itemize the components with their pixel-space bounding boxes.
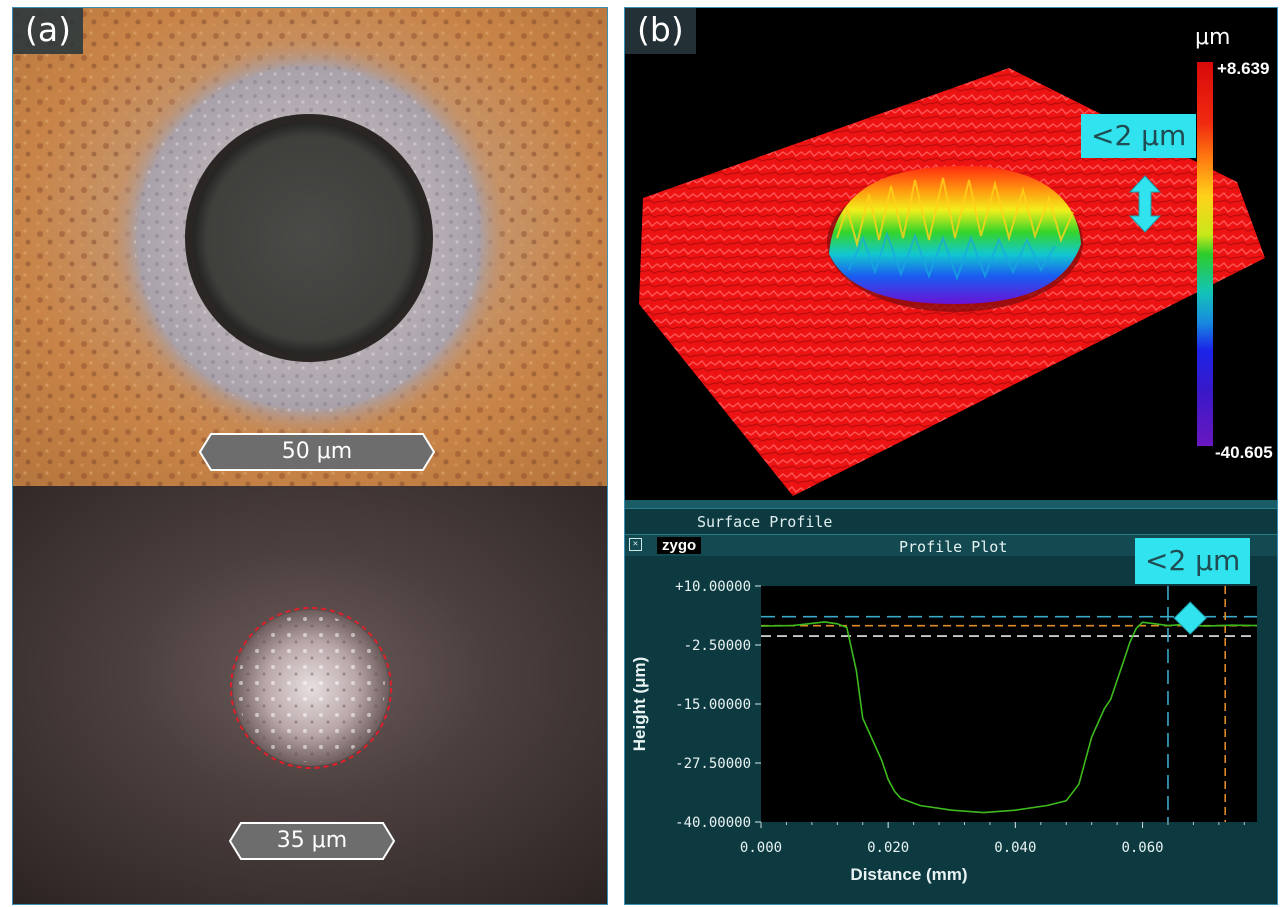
y-axis-label: Height (μm) — [630, 657, 649, 751]
y-tick-label: -15.00000 — [675, 697, 751, 713]
profile-plot-header: ✕ zygo Profile Plot — [625, 534, 1277, 557]
depth-double-arrow — [1128, 175, 1162, 233]
surface-profile-bar: Surface Profile — [625, 508, 1277, 535]
profile-trace — [760, 621, 1258, 814]
x-tick-label: 0.040 — [994, 840, 1036, 856]
callout-3d: <2 μm — [1081, 114, 1197, 158]
x-axis-label: Distance (mm) — [850, 865, 967, 884]
y-tick-label: -27.50000 — [675, 756, 751, 772]
x-tick-label: 0.020 — [867, 840, 909, 856]
surface-3d-view: μm +8.639 -40.605 — [625, 8, 1277, 500]
panel-a-label: (a) — [13, 8, 83, 55]
panel-b: μm +8.639 -40.605 <2 μm Surface Profile … — [624, 7, 1278, 905]
y-tick-label: -2.50000 — [684, 638, 751, 654]
panel-b-label: (b) — [625, 8, 696, 55]
profile-plot-title: Profile Plot — [899, 538, 1008, 556]
scale-bar-top: 50 μm — [199, 433, 435, 471]
y-tick-label: -40.00000 — [675, 815, 751, 831]
window-close-icon[interactable]: ✕ — [629, 538, 642, 551]
zygo-logo: zygo — [657, 537, 702, 554]
x-tick-label: 0.000 — [740, 840, 782, 856]
colorbar — [1197, 62, 1213, 446]
colorbar-min: -40.605 — [1215, 443, 1273, 462]
view-divider — [625, 500, 1277, 508]
colorbar-unit: μm — [1195, 25, 1230, 50]
callout-plot: <2 μm — [1135, 538, 1251, 584]
y-tick-label: +10.00000 — [675, 579, 751, 595]
scale-bar-bottom-label: 35 μm — [276, 828, 348, 853]
panel-a: 50 μm 35 μm — [12, 7, 608, 905]
hole-micrograph-top — [13, 8, 607, 486]
scale-bar-top-label: 50 μm — [281, 439, 353, 464]
scale-bar-bottom: 35 μm — [229, 822, 395, 860]
colorbar-max: +8.639 — [1217, 59, 1269, 78]
x-tick-label: 0.060 — [1121, 840, 1163, 856]
profile-plot: +10.00000 -2.50000 -15.00000 -27.50000 -40.0… — [625, 556, 1277, 904]
diamond-marker — [1173, 601, 1207, 635]
surface-profile-title: Surface Profile — [697, 513, 833, 531]
